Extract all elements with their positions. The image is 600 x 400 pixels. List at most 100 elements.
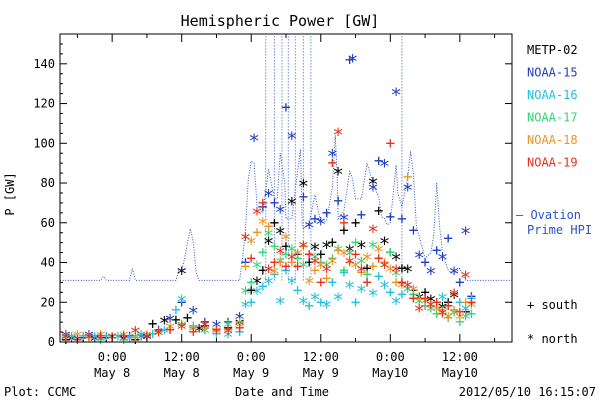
noaa-18-point-21: * xyxy=(269,263,280,285)
noaa-16-point-3: * xyxy=(89,329,100,351)
noaa-16-point-46: + xyxy=(409,288,419,307)
metp-02-point-35: * xyxy=(344,242,355,264)
noaa-15-point-7: + xyxy=(154,320,164,339)
noaa-15-point-17: + xyxy=(258,197,268,216)
noaa-19-point-0: * xyxy=(60,329,71,351)
metp-02-point-21: * xyxy=(263,234,274,256)
noaa-19-point-40: * xyxy=(379,257,390,279)
legend-ovation-line1: — Ovation xyxy=(516,208,581,222)
noaa-15-point-10: * xyxy=(188,303,199,325)
metp-02-point-34: + xyxy=(339,221,349,240)
noaa-18-point-38: + xyxy=(368,256,378,275)
metp-02-point-10: + xyxy=(171,310,181,329)
noaa-16-point-15: * xyxy=(222,327,233,349)
noaa-18-point-32: + xyxy=(333,241,343,260)
noaa-19-point-23: + xyxy=(281,256,291,275)
noaa-15-point-47: + xyxy=(443,229,453,248)
noaa-16-point-22: + xyxy=(270,264,280,283)
noaa-18-point-16: + xyxy=(241,256,251,275)
noaa-16-point-43: * xyxy=(390,293,401,315)
metp-02-point-43: * xyxy=(390,250,401,272)
noaa-19-point-8: * xyxy=(153,325,164,347)
noaa-16-point-4: + xyxy=(102,326,112,345)
metp-02-point-13: * xyxy=(193,321,204,343)
x-tick-time-12: 12:00 xyxy=(164,350,200,364)
metp-02-point-47: * xyxy=(414,289,425,311)
noaa-19-point-18: * xyxy=(251,204,262,226)
noaa-18-point-12: + xyxy=(200,318,210,337)
noaa-18-point-23: * xyxy=(280,230,291,252)
noaa-15-point-2: * xyxy=(83,327,94,349)
noaa-18-point-53: * xyxy=(454,309,465,331)
noaa-15-point-51: + xyxy=(467,286,477,305)
metp-02-point-23: * xyxy=(274,224,285,246)
noaa-18-point-44: + xyxy=(403,167,413,186)
noaa-19-point-49: + xyxy=(432,292,442,311)
noaa-18-point-10: + xyxy=(177,314,187,333)
metp-02-point-30: + xyxy=(316,245,326,264)
noaa-18-point-13: * xyxy=(211,323,222,345)
noaa-17-point-41: + xyxy=(385,243,395,262)
noaa-16-point-7: * xyxy=(135,327,146,349)
noaa-19-point-10: * xyxy=(176,319,187,341)
noaa-15-point-41: + xyxy=(409,221,419,240)
x-tick-date-36: May 9 xyxy=(303,366,339,380)
noaa-16-point-52: + xyxy=(443,296,453,315)
noaa-17-point-48: * xyxy=(425,301,436,323)
noaa-17-point-30: * xyxy=(321,257,332,279)
metp-02-point-36: + xyxy=(351,213,361,232)
noaa-19-point-13: + xyxy=(212,320,222,339)
metp-02-point-8: + xyxy=(148,314,158,333)
noaa-19-point-14: * xyxy=(222,323,233,345)
metp-02-point-51: * xyxy=(437,299,448,321)
noaa-16-point-38: + xyxy=(362,272,372,291)
noaa-18-point-29: * xyxy=(315,257,326,279)
noaa-15-point-48: * xyxy=(448,263,459,285)
plot-timestamp: 2012/05/10 16:15:07 xyxy=(459,385,596,399)
metp-02-point-39: * xyxy=(367,174,378,196)
metp-02-point-24: + xyxy=(281,237,291,256)
noaa-16-point-5: * xyxy=(112,329,123,351)
noaa-15-point-26: * xyxy=(315,214,326,236)
metp-02-point-38: + xyxy=(362,258,372,277)
noaa-18-point-48: + xyxy=(426,296,436,315)
noaa-15-point-15: + xyxy=(241,253,251,272)
legend-entry-noaa-18: NOAA-18 xyxy=(527,133,578,147)
noaa-17-point-23: + xyxy=(281,245,291,264)
x-tick-time-36: 12:00 xyxy=(303,350,339,364)
noaa-16-point-19: * xyxy=(251,283,262,305)
noaa-15-point-11: + xyxy=(200,312,210,331)
noaa-16-point-12: + xyxy=(188,316,198,335)
noaa-19-point-29: + xyxy=(316,272,326,291)
noaa-17-point-32: * xyxy=(332,242,343,264)
noaa-16-point-9: * xyxy=(159,323,170,345)
metp-02-point-15: * xyxy=(211,323,222,345)
noaa-19-point-21: + xyxy=(270,253,280,272)
x-axis-label: Date and Time xyxy=(235,385,329,399)
noaa-15-point-25: + xyxy=(310,209,320,228)
x-tick-date-0: May 8 xyxy=(94,366,130,380)
noaa-15-point-16: * xyxy=(248,130,259,152)
noaa-18-point-34: + xyxy=(345,253,355,272)
axes: 0 20 40 60 80 100 120 140 0:00 May 8 12:00 May 8 0:0… xyxy=(33,33,513,380)
noaa-15-point-6: * xyxy=(135,329,146,351)
noaa-15-point-43: + xyxy=(420,253,430,272)
noaa-16-point-25: * xyxy=(286,273,297,295)
ovation-spikes xyxy=(265,34,403,281)
noaa-15-point-33: + xyxy=(357,205,367,224)
noaa-19-point-36: * xyxy=(356,261,367,283)
noaa-17-point-46: * xyxy=(414,293,425,315)
noaa-15-point-18: * xyxy=(263,186,274,208)
noaa-17-point-8: * xyxy=(153,325,164,347)
noaa-18-point-40: + xyxy=(380,253,390,272)
y-tick-label-140: 140 xyxy=(33,57,55,71)
legend-entry-noaa-15: NOAA-15 xyxy=(527,66,578,80)
noaa-19-point-16: * xyxy=(240,230,251,252)
noaa-15-point-22: * xyxy=(286,128,297,150)
y-tick-label-0: 0 xyxy=(48,335,55,349)
noaa-15-point-39: + xyxy=(397,209,407,228)
noaa-17-point-19: + xyxy=(258,243,268,262)
noaa-19-point-53: + xyxy=(455,302,465,321)
metp-02-point-26: + xyxy=(293,245,303,264)
